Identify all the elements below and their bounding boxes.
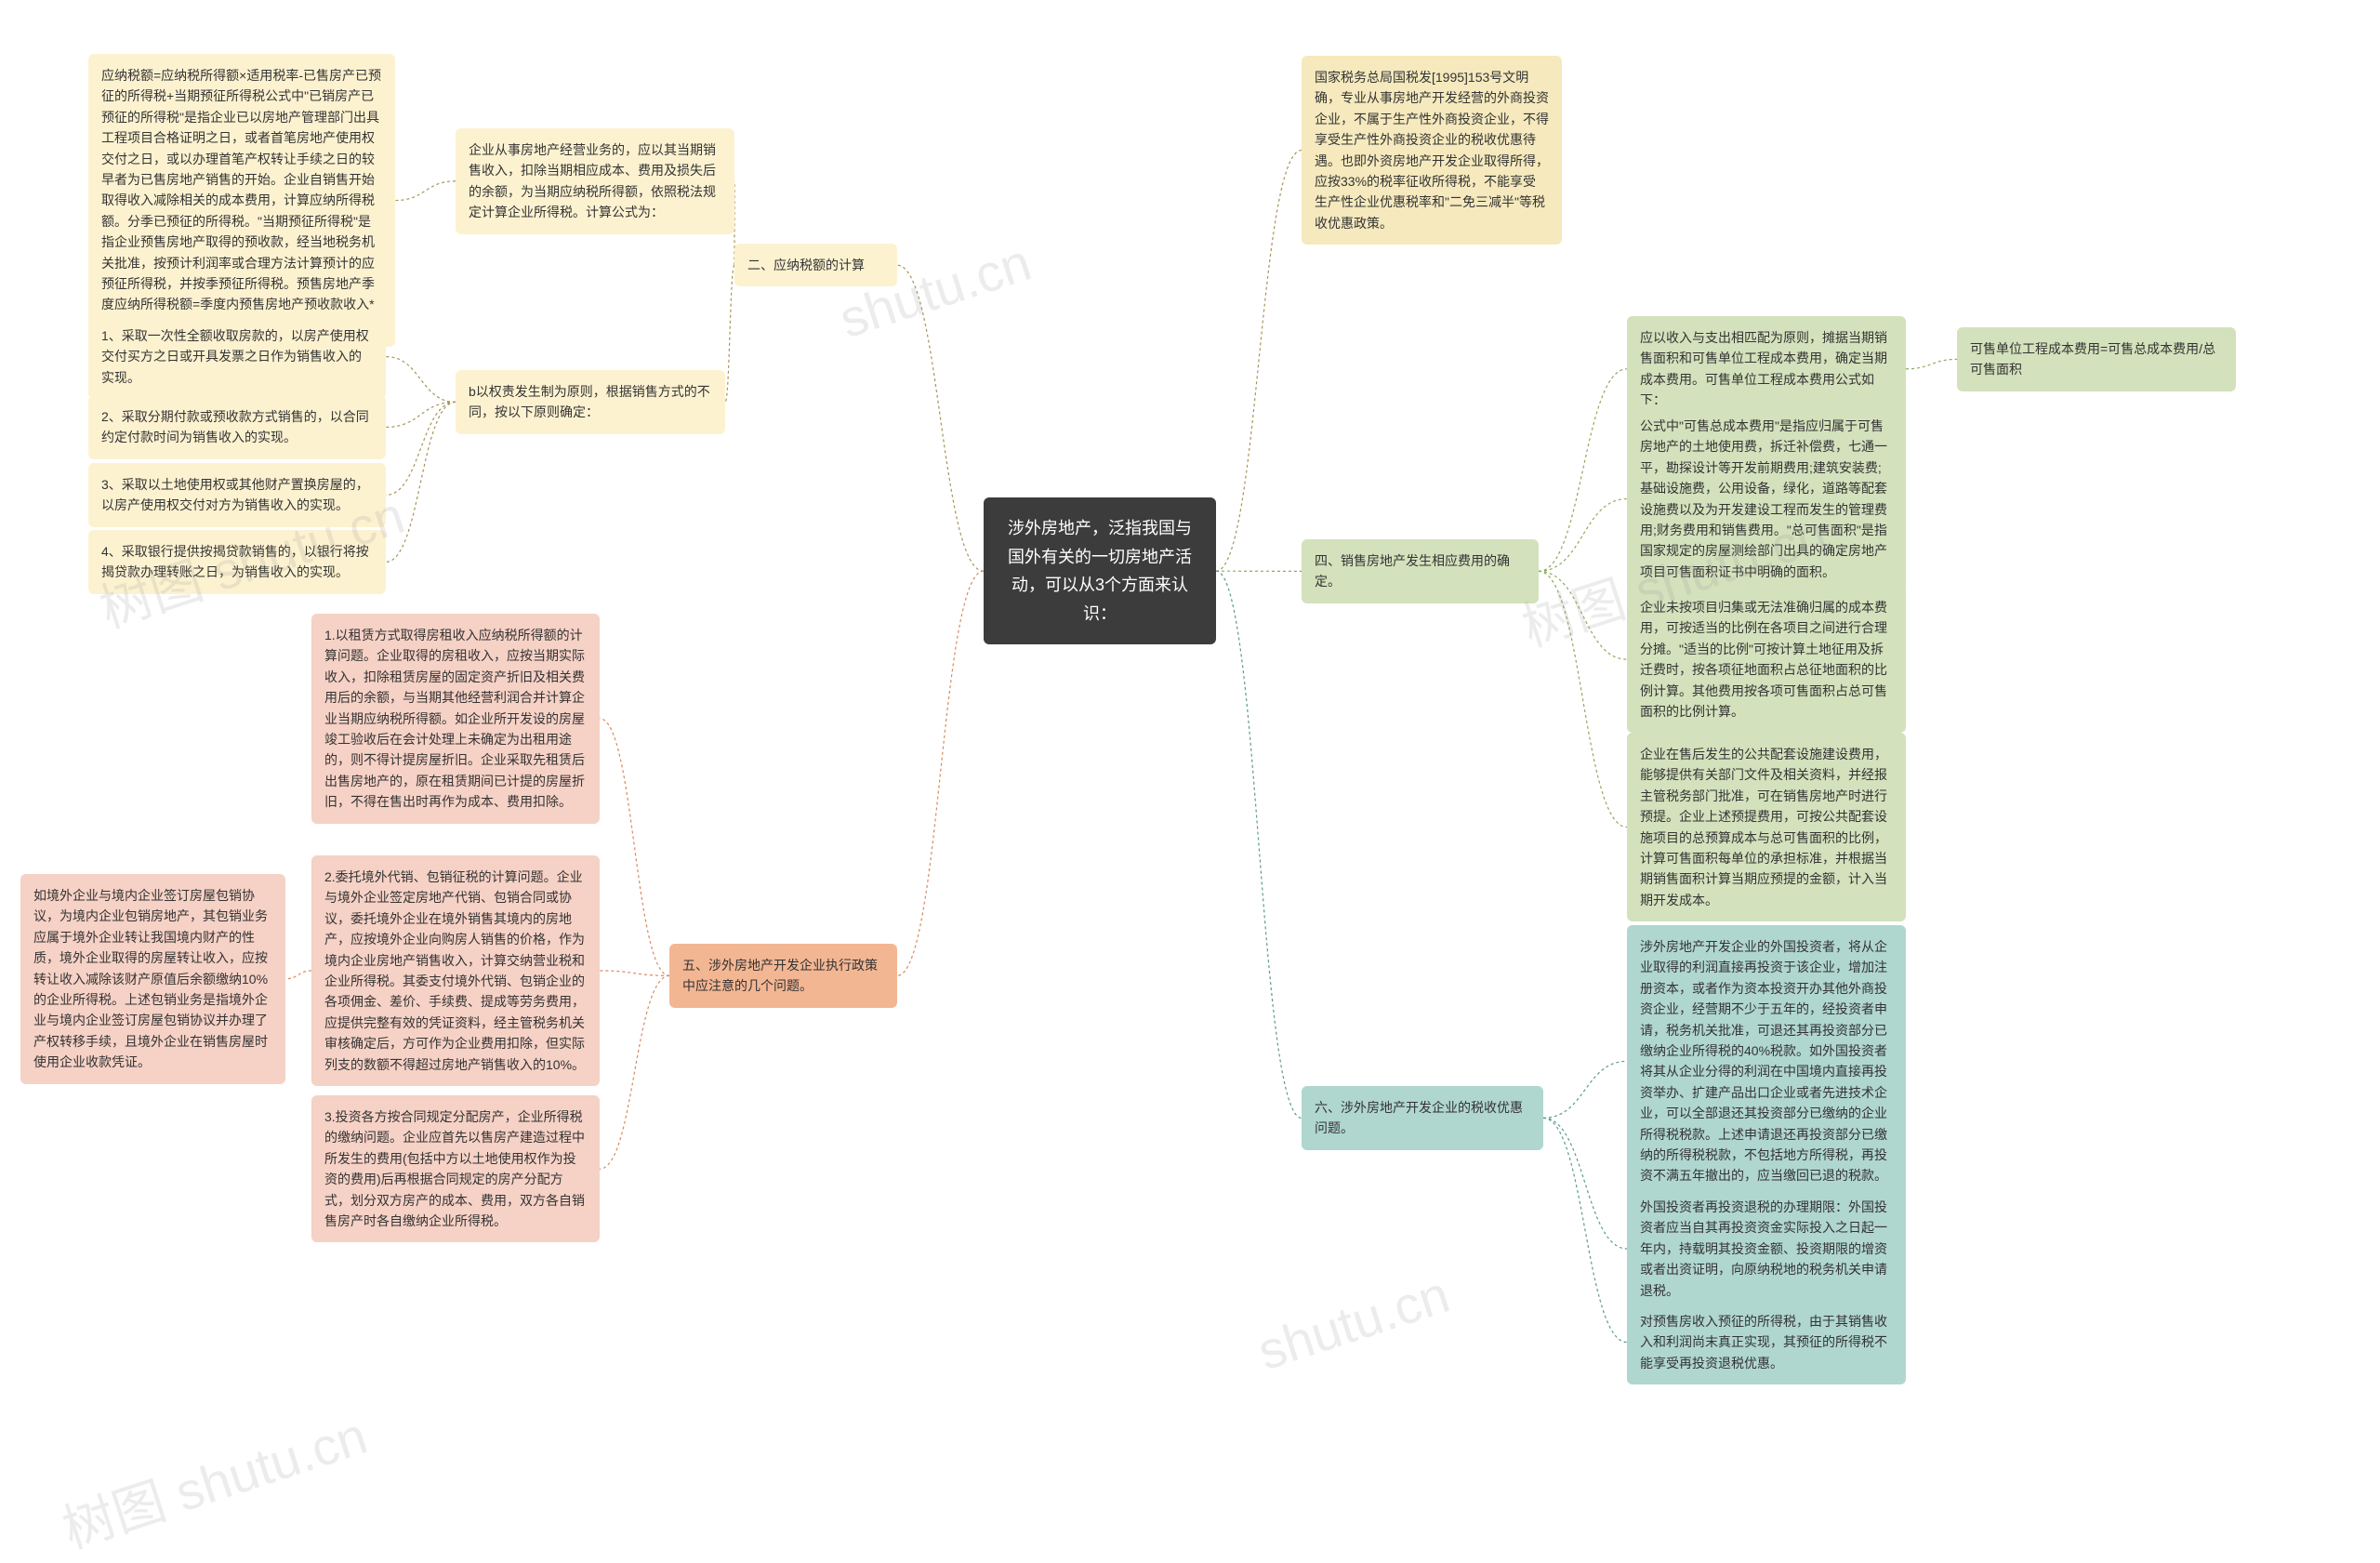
node-n4c: 企业未按项目归集或无法准确归属的成本费用，可按适当的比例在各项目之间进行合理分摊… (1627, 586, 1906, 733)
node-n2b4: 4、采取银行提供按揭贷款销售的，以银行将按揭贷款办理转账之日，为销售收入的实现。 (88, 530, 386, 594)
watermark: 树图 shutu.cn (52, 1395, 376, 1563)
node-n2b2: 2、采取分期付款或预收款方式销售的，以合同约定付款时间为销售收入的实现。 (88, 395, 386, 459)
node-n6b: 外国投资者再投资退税的办理期限：外国投资者应当自其再投资资金实际投入之日起一年内… (1627, 1185, 1906, 1312)
root-node: 涉外房地产，泛指我国与国外有关的一切房地产活动，可以从3个方面来认识： (984, 497, 1216, 644)
node-n3: 国家税务总局国税发[1995]153号文明确，专业从事房地产开发经营的外商投资企… (1302, 56, 1562, 245)
node-n2b: b以权责发生制为原则，根据销售方式的不同，按以下原则确定： (456, 370, 725, 434)
node-n6: 六、涉外房地产开发企业的税收优惠问题。 (1302, 1086, 1543, 1150)
node-n6c: 对预售房收入预征的所得税，由于其销售收入和利润尚末真正实现，其预征的所得税不能享… (1627, 1300, 1906, 1384)
node-n2b1: 1、采取一次性全额收取房款的，以房产使用权交付买方之日或开具发票之日作为销售收入… (88, 314, 386, 399)
node-n2b3: 3、采取以土地使用权或其他财产置换房屋的，以房产使用权交付对方为销售收入的实现。 (88, 463, 386, 527)
node-n5c: 3.投资各方按合同规定分配房产，企业所得税的缴纳问题。企业应首先以售房产建造过程… (311, 1095, 600, 1242)
node-n2a: 企业从事房地产经营业务的，应以其当期销售收入，扣除当期相应成本、费用及损失后的余… (456, 128, 734, 234)
node-n4b: 公式中"可售总成本费用"是指应归属于可售房地产的土地使用费，拆迁补偿费，七通一平… (1627, 404, 1906, 593)
node-n5b1: 如境外企业与境内企业签订房屋包销协议，为境内企业包销房地产，其包销业务应属于境外… (20, 874, 285, 1084)
node-n5b: 2.委托境外代销、包销征税的计算问题。企业与境外企业签定房地产代销、包销合同或协… (311, 855, 600, 1086)
node-n4a1: 可售单位工程成本费用=可售总成本费用/总可售面积 (1957, 327, 2236, 391)
node-n6a: 涉外房地产开发企业的外国投资者，将从企业取得的利润直接再投资于该企业，增加注册资… (1627, 925, 1906, 1198)
node-n2a1: 应纳税额=应纳税所得额×适用税率-已售房产已预征的所得税+当期预征所得税公式中"… (88, 54, 395, 347)
node-n2: 二、应纳税额的计算 (734, 244, 897, 286)
node-n4d: 企业在售后发生的公共配套设施建设费用，能够提供有关部门文件及相关资料，并经报主管… (1627, 733, 1906, 921)
node-n5a: 1.以租赁方式取得房租收入应纳税所得额的计算问题。企业取得的房租收入，应按当期实… (311, 614, 600, 824)
watermark: shutu.cn (1250, 1264, 1456, 1382)
node-n5: 五、涉外房地产开发企业执行政策中应注意的几个问题。 (669, 944, 897, 1008)
node-n4: 四、销售房地产发生相应费用的确定。 (1302, 539, 1539, 603)
